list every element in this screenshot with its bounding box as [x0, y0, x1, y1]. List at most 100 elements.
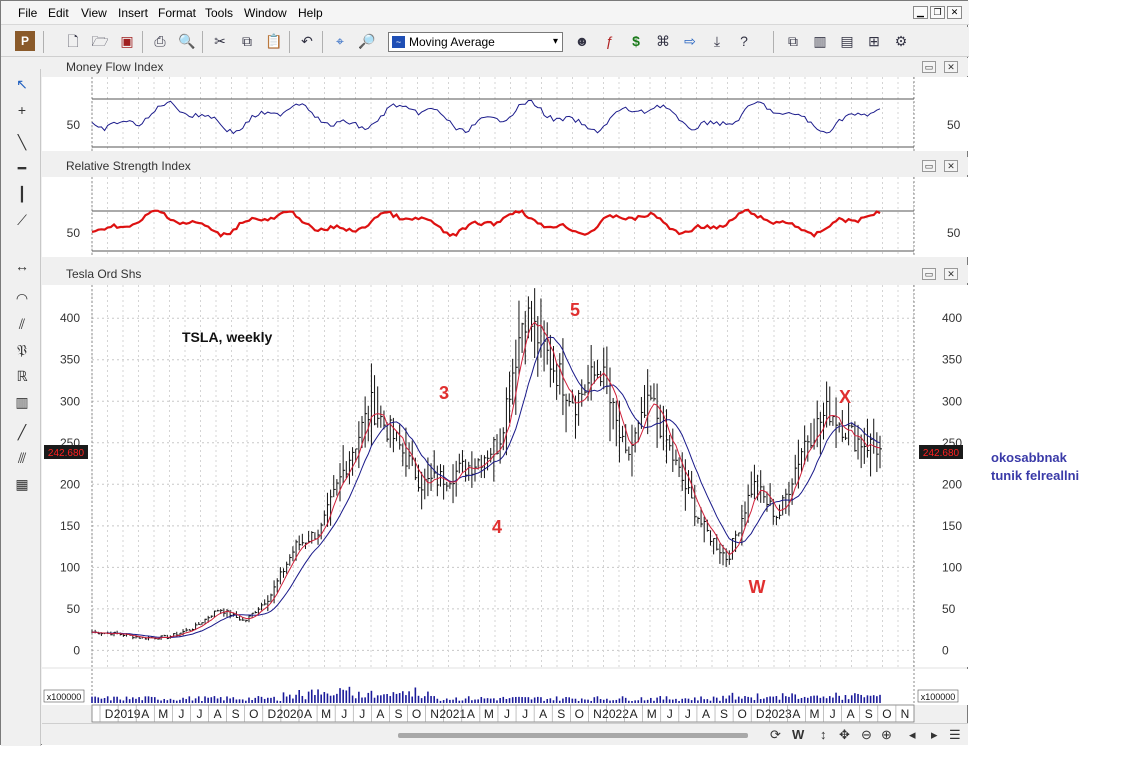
vertical-scale-icon[interactable]: ↕	[820, 727, 827, 742]
speed-line-tool-icon[interactable]: ⟋	[17, 212, 27, 228]
close-pane-icon[interactable]: ✕	[944, 160, 958, 172]
menu-insert[interactable]: Insert	[118, 6, 149, 20]
time-axis-label: S	[232, 707, 240, 721]
time-axis-label: 2022	[602, 707, 629, 721]
scroll-arrows-icon[interactable]: ↔	[15, 258, 29, 274]
menu-edit[interactable]: Edit	[48, 6, 69, 20]
dollar-icon[interactable]: $	[632, 33, 640, 49]
restore-icon[interactable]: ❐	[930, 6, 945, 19]
refresh-icon[interactable]: ⟳	[770, 727, 781, 742]
undo-icon[interactable]: ↶	[301, 33, 313, 49]
maximize-pane-icon[interactable]: ▭	[922, 268, 936, 280]
expert-icon[interactable]: ☻	[574, 33, 590, 49]
rsi-grid	[91, 177, 915, 257]
formula-icon[interactable]: ƒ	[605, 33, 613, 49]
zoom-in-icon[interactable]: ⊕	[881, 727, 892, 742]
copy-icon[interactable]: ⧉	[242, 33, 252, 49]
tile-horizontal-icon[interactable]: ▤	[840, 33, 854, 49]
menu-help[interactable]: Help	[298, 6, 323, 20]
time-axis-label: O	[412, 707, 421, 721]
mfi-pane-title: Money Flow Index	[66, 60, 164, 74]
time-axis-label: J	[830, 707, 836, 721]
menu-file[interactable]: File	[18, 6, 38, 20]
crosshair-icon[interactable]: ⌖	[336, 33, 344, 49]
paste-icon[interactable]: 📋	[265, 33, 283, 49]
price-grid	[91, 285, 915, 667]
cycle-lines-icon[interactable]: ▥	[15, 394, 29, 410]
indicator-dropdown[interactable]: ~ Moving Average ▾	[388, 32, 563, 52]
move-icon[interactable]: ✥	[839, 727, 850, 742]
horizontal-line-tool-icon[interactable]: ━	[17, 160, 27, 176]
time-axis-label: A	[630, 707, 638, 721]
volume-bars	[91, 686, 881, 703]
gann-fan-icon[interactable]: ⫻	[17, 450, 27, 466]
mfi-grid	[91, 77, 915, 151]
maximize-pane-icon[interactable]: ▭	[922, 61, 936, 73]
menu-tools[interactable]: Tools	[205, 6, 234, 20]
settings-icon[interactable]: ⚙	[894, 33, 908, 49]
time-axis-label: J	[196, 707, 202, 721]
price-tick-left: 150	[60, 519, 80, 533]
crosshair-tool-icon[interactable]: +	[17, 102, 27, 118]
toolbar-separator	[289, 31, 290, 53]
help-query-icon[interactable]: ?	[740, 33, 748, 49]
zoom-icon[interactable]: 🔎	[358, 33, 376, 49]
time-axis-label: A	[376, 707, 384, 721]
fibonacci-projection-icon[interactable]: 𝔓	[17, 342, 27, 358]
horizontal-scrollbar[interactable]	[398, 733, 748, 738]
arc-tool-icon[interactable]: ◠	[15, 290, 29, 306]
price-bars	[91, 288, 882, 641]
close-pane-icon[interactable]: ✕	[944, 61, 958, 73]
app-logo-icon[interactable]: P	[15, 31, 35, 51]
menu-window[interactable]: Window	[244, 6, 287, 20]
scroll-right-icon[interactable]: ▸	[931, 727, 938, 742]
time-axis-label: J	[178, 707, 184, 721]
trendline-tool-icon[interactable]: ╲	[17, 134, 27, 150]
period-label[interactable]: W	[792, 727, 805, 742]
price-tick-right: 400	[942, 311, 962, 325]
time-axis-label: N	[901, 707, 910, 721]
price-tick-right: 100	[942, 560, 962, 574]
open-folder-icon[interactable]: 🗁	[91, 33, 109, 49]
price-tick-right: 50	[942, 602, 956, 616]
print-preview-icon[interactable]: 🔍	[178, 33, 196, 49]
last-price-left: 242.680	[48, 448, 85, 459]
close-pane-icon[interactable]: ✕	[944, 268, 958, 280]
list-icon[interactable]: ☰	[949, 727, 961, 742]
time-axis-label: S	[557, 707, 565, 721]
cut-icon[interactable]: ✂	[214, 33, 226, 49]
texture-tool-icon[interactable]: ▦	[15, 476, 29, 492]
menu-format[interactable]: Format	[158, 6, 197, 20]
save-icon[interactable]: ▣	[120, 33, 134, 49]
maximize-pane-icon[interactable]: ▭	[922, 160, 936, 172]
minimize-icon[interactable]: ▁	[913, 6, 928, 19]
pointer-tool-icon[interactable]: ↖	[16, 76, 28, 92]
print-icon[interactable]: ⎙	[154, 33, 166, 49]
price-tick-left: 200	[60, 477, 80, 491]
time-axis	[91, 704, 915, 723]
vertical-line-tool-icon[interactable]: ┃	[17, 186, 27, 202]
time-axis-label: O	[575, 707, 584, 721]
close-icon[interactable]: ✕	[947, 6, 962, 19]
line-tool-icon[interactable]: ╱	[17, 424, 27, 440]
zoom-out-icon[interactable]: ⊖	[861, 727, 872, 742]
arrow-right-icon[interactable]: ⇨	[684, 33, 696, 49]
time-axis-label: D	[756, 707, 765, 721]
price-tick-left: 0	[73, 643, 80, 657]
scroll-left-icon[interactable]: ◂	[909, 727, 916, 742]
grid-windows-icon[interactable]: ⊞	[868, 33, 880, 49]
fibonacci-retracement-icon[interactable]: ℝ	[16, 368, 28, 384]
download-icon[interactable]: ⤓	[713, 33, 721, 49]
tile-chart-icon[interactable]: ▥	[813, 33, 827, 49]
cascade-windows-icon[interactable]: ⧉	[788, 33, 798, 49]
new-document-icon[interactable]: 🗋	[67, 33, 79, 49]
menu-view[interactable]: View	[81, 6, 107, 20]
time-axis-label: 2023	[765, 707, 792, 721]
rsi-tick-left: 50	[67, 226, 81, 240]
explorer-icon[interactable]: ⌘	[656, 33, 670, 49]
fan-tool-icon[interactable]: ⫽	[18, 316, 26, 332]
rsi-tick-right: 50	[947, 226, 961, 240]
time-axis-label: J	[341, 707, 347, 721]
time-axis-label: O	[882, 707, 891, 721]
